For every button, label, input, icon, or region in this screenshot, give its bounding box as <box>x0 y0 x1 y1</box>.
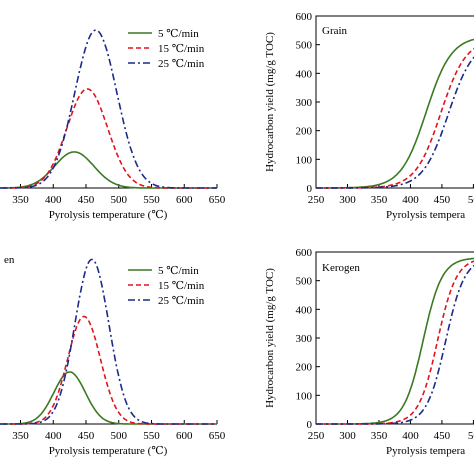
legend-label: 15 ℃/min <box>158 43 205 55</box>
series-line-2 <box>316 260 474 425</box>
x-tick-label: 350 <box>371 430 388 442</box>
x-tick-label: 500 <box>111 430 128 442</box>
x-axis-label: Pyrolysis tempera <box>386 445 465 457</box>
panel-top-right: 250300350400450500100200300400500600 Gra… <box>264 11 474 221</box>
y-tick-label: 600 <box>296 247 313 259</box>
x-tick-label: 50 <box>468 194 474 206</box>
x-tick-label: 300 <box>339 194 356 206</box>
legend-label: 15 ℃/min <box>158 280 205 292</box>
legend-label: 25 ℃/min <box>158 295 205 307</box>
x-tick-label: 50 <box>468 430 474 442</box>
x-tick-label: 350 <box>12 194 29 206</box>
x-tick-label: 400 <box>402 430 419 442</box>
series-line-1 <box>0 151 217 189</box>
x-ticks: 350 400 450 500 550 600 650 <box>12 420 226 442</box>
panel-title: en <box>4 254 15 266</box>
series-line-2 <box>0 315 217 425</box>
curves <box>316 257 474 425</box>
series-line-3 <box>316 264 474 425</box>
curves <box>0 29 217 189</box>
y-tick-label: 400 <box>296 304 313 316</box>
x-tick-label: 650 <box>209 194 226 206</box>
x-ticks: 350 400 450 500 550 600 650 <box>12 184 226 206</box>
x-tick-label: 300 <box>339 430 356 442</box>
series-line-1 <box>0 371 217 425</box>
y-axis-label: Hydrocarbon yield (mg/g TOC) <box>264 268 276 408</box>
x-tick-label: 400 <box>45 194 62 206</box>
y-tick-label: 300 <box>296 333 313 345</box>
y-axis-label: Hydrocarbon yield (mg/g TOC) <box>264 32 276 172</box>
x-tick-label: 600 <box>176 430 193 442</box>
y-tick-label: 100 <box>296 390 313 402</box>
series-line-3 <box>0 258 217 425</box>
x-tick-label: 400 <box>402 194 419 206</box>
x-axis-label: Pyrolysis tempera <box>386 209 465 221</box>
y-tick-label: 500 <box>296 276 313 288</box>
y-tick-label: 100 <box>296 154 313 166</box>
x-tick-label: 250 <box>308 430 325 442</box>
y-tick-label: 200 <box>296 126 313 138</box>
series-line-1 <box>316 38 474 189</box>
y-tick-label: 600 <box>296 11 313 23</box>
x-tick-label: 500 <box>111 194 128 206</box>
legend-label: 5 ℃/min <box>158 28 199 40</box>
x-tick-label: 250 <box>308 194 325 206</box>
x-tick-label: 450 <box>78 430 95 442</box>
panel-title: Grain <box>322 25 348 37</box>
x-tick-label: 350 <box>371 194 388 206</box>
y-tick-label: 400 <box>296 68 313 80</box>
x-tick-label: 450 <box>78 194 95 206</box>
legend: 5 ℃/min 15 ℃/min 25 ℃/min <box>128 265 205 307</box>
x-tick-label: 650 <box>209 430 226 442</box>
series-line-2 <box>0 88 217 189</box>
axis-ticks: 250300350400450500100200300400500600 <box>296 247 474 442</box>
curves <box>0 258 217 425</box>
curves <box>316 38 474 189</box>
panel-bottom-left: 350 400 450 500 550 600 650 5 ℃/min 15 ℃/min 25 … <box>0 254 226 457</box>
series-line-3 <box>316 56 474 189</box>
x-tick-label: 350 <box>12 430 29 442</box>
legend: 5 ℃/min 15 ℃/min 25 ℃/min <box>128 28 205 70</box>
series-line-3 <box>0 29 217 189</box>
panel-title: Kerogen <box>322 262 360 274</box>
series-line-1 <box>316 257 474 425</box>
y-tick-label: 0 <box>307 183 313 195</box>
x-axis-label: Pyrolysis temperature (℃) <box>49 445 168 457</box>
legend-label: 25 ℃/min <box>158 58 205 70</box>
y-tick-label: 300 <box>296 97 313 109</box>
x-tick-label: 450 <box>434 430 451 442</box>
x-tick-label: 400 <box>45 430 62 442</box>
x-tick-label: 450 <box>434 194 451 206</box>
x-tick-label: 600 <box>176 194 193 206</box>
x-tick-label: 550 <box>143 194 160 206</box>
legend-label: 5 ℃/min <box>158 265 199 277</box>
y-tick-label: 500 <box>296 40 313 52</box>
y-tick-label: 200 <box>296 362 313 374</box>
x-axis-label: Pyrolysis temperature (℃) <box>49 209 168 221</box>
y-tick-label: 0 <box>307 419 313 431</box>
axis-frame <box>315 15 474 189</box>
panel-top-left: 350 400 450 500 550 600 650 5 ℃/min 15 ℃/min 25 … <box>0 28 226 221</box>
axis-ticks: 250300350400450500100200300400500600 <box>296 11 474 206</box>
panel-bottom-right: 250300350400450500100200300400500600 Ker… <box>264 247 474 457</box>
axis-frame <box>315 251 474 425</box>
x-tick-label: 550 <box>143 430 160 442</box>
series-line-2 <box>316 47 474 189</box>
